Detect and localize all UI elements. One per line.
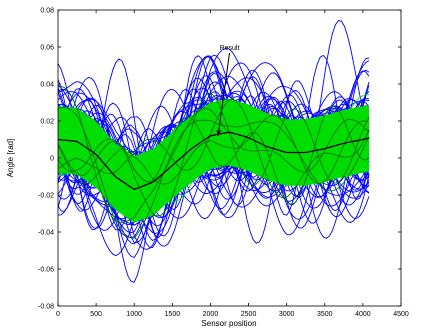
y-tick-label: 0.08 <box>40 8 54 15</box>
x-tick-label: 3000 <box>279 311 295 318</box>
x-tick-label: 0 <box>56 311 60 318</box>
x-tick-label: 1500 <box>165 311 181 318</box>
annotation-arrowhead <box>216 130 222 136</box>
dark-green-curve <box>58 114 370 185</box>
y-tick-label: -0.04 <box>38 230 54 237</box>
y-tick-label: -0.08 <box>38 304 54 311</box>
y-tick-label: 0.06 <box>40 45 54 52</box>
dark-green-curve <box>58 105 370 205</box>
x-axis-label: Sensor position <box>201 319 256 328</box>
y-tick-label: -0.06 <box>38 267 54 274</box>
green-curve <box>58 120 370 190</box>
green-curve <box>58 137 370 206</box>
result-line <box>58 131 370 191</box>
blue-curve <box>58 54 370 216</box>
dark-green-curve <box>58 85 370 223</box>
x-tick-label: 4000 <box>355 311 371 318</box>
green-curve <box>58 133 370 198</box>
x-tick-label: 4500 <box>393 311 409 318</box>
green-curve <box>58 117 370 181</box>
y-axis: -0.08 -0.06 -0.04 -0.02 0 0.02 0.04 0.06 0.08 <box>38 8 401 311</box>
x-tick-label: 2000 <box>203 311 219 318</box>
y-axis-label: Angle [rad] <box>6 139 15 178</box>
y-tick-label: 0.04 <box>40 82 54 89</box>
annotation-arrow <box>217 52 230 136</box>
blue-curve <box>58 91 370 203</box>
x-axis: 0 500 1000 1500 2000 2500 3000 3500 4000 4500 <box>56 10 409 318</box>
green-curve <box>58 120 370 182</box>
green-curve <box>58 122 370 184</box>
dark-green-curve <box>58 92 370 217</box>
annotation-label: Result <box>220 45 240 52</box>
annotations-group: Result <box>216 45 240 136</box>
x-tick-label: 1000 <box>126 311 142 318</box>
blue-curve <box>58 54 370 231</box>
result-line-group <box>58 131 370 191</box>
curves-group <box>58 19 370 283</box>
y-tick-label: 0 <box>50 156 54 163</box>
x-tick-label: 3500 <box>317 311 333 318</box>
x-tick-label: 2500 <box>241 311 257 318</box>
green-curve <box>58 132 370 194</box>
green-curve <box>58 112 370 189</box>
green-curve <box>58 137 370 213</box>
dark-green-curve <box>58 106 370 239</box>
y-tick-label: -0.02 <box>38 193 54 200</box>
dark-green-curve <box>58 98 370 199</box>
y-tick-label: 0.02 <box>40 119 54 126</box>
x-tick-label: 500 <box>90 311 102 318</box>
green-curve <box>58 132 370 204</box>
